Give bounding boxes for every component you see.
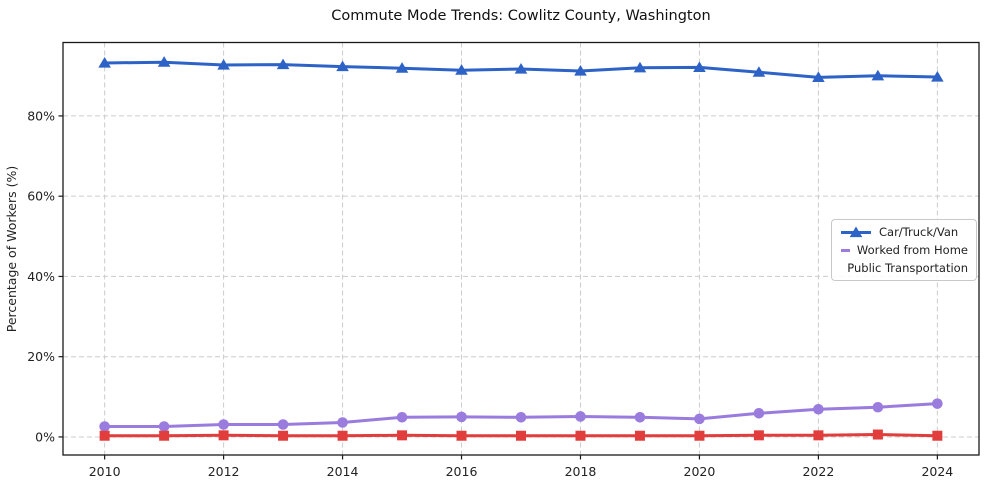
circle-marker xyxy=(515,411,527,423)
chart-title: Commute Mode Trends: Cowlitz County, Was… xyxy=(331,8,711,24)
circle-marker xyxy=(634,411,646,423)
legend-item-label: Worked from Home xyxy=(856,243,968,257)
square-marker xyxy=(932,430,943,441)
circle-legend-swatch-icon xyxy=(841,248,850,252)
legend-item-label: Car/Truck/Van xyxy=(879,225,959,239)
circle-marker xyxy=(813,403,824,415)
y-tick-label: 0% xyxy=(35,429,55,444)
triangle-marker xyxy=(455,64,468,75)
series-car-truck-van xyxy=(98,56,944,83)
square-marker xyxy=(872,429,883,440)
triangle-marker xyxy=(633,61,647,73)
triangle-marker xyxy=(336,60,349,72)
square-marker xyxy=(278,430,289,441)
circle-marker xyxy=(337,417,348,428)
circle-marker xyxy=(456,411,467,423)
triangle-marker xyxy=(871,69,885,81)
legend-item-label: Public Transportation xyxy=(847,261,968,275)
y-tick-label: 60% xyxy=(27,189,55,204)
triangle-legend-swatch-icon xyxy=(841,226,871,237)
square-marker xyxy=(694,430,705,441)
legend-item-car-truck-van: Car/Truck/Van xyxy=(840,224,968,241)
x-tick-label: 2020 xyxy=(684,464,716,479)
circle-marker xyxy=(694,413,705,425)
triangle-marker xyxy=(395,62,409,73)
series-worked-from-home xyxy=(99,398,943,432)
legend-item-worked-from-home: Worked from Home xyxy=(840,242,968,259)
circle-marker xyxy=(872,401,884,413)
x-tick-label: 2012 xyxy=(208,464,240,479)
circle-marker xyxy=(277,419,289,430)
x-tick-label: 2010 xyxy=(89,464,121,479)
circle-marker xyxy=(932,398,943,409)
triangle-marker xyxy=(574,64,587,76)
square-marker xyxy=(516,430,526,441)
square-marker xyxy=(218,430,229,441)
y-tick-label: 20% xyxy=(27,349,55,364)
axis-ticks: 0% 20% 40% 60% 80% 2010 2012 2014 2016 2018 2020 20… xyxy=(27,108,953,479)
plot-border xyxy=(62,41,980,456)
triangle-marker xyxy=(812,71,825,83)
square-marker xyxy=(397,430,408,441)
square-marker xyxy=(813,430,824,441)
circle-marker xyxy=(99,421,110,432)
triangle-marker xyxy=(849,226,863,237)
square-marker xyxy=(159,430,170,441)
y-tick-label: 80% xyxy=(27,108,55,123)
x-tick-label: 2024 xyxy=(921,464,953,479)
legend-item-public-transportation: Public Transportation xyxy=(840,260,968,277)
series-public-transportation xyxy=(99,429,943,441)
triangle-marker xyxy=(514,62,528,74)
x-tick-label: 2018 xyxy=(565,464,597,479)
triangle-marker xyxy=(693,61,706,72)
triangle-marker xyxy=(98,56,111,68)
square-marker xyxy=(753,430,764,441)
x-tick-label: 2014 xyxy=(327,464,359,479)
triangle-marker xyxy=(276,58,290,70)
x-tick-label: 2022 xyxy=(802,464,834,479)
circle-marker xyxy=(158,421,170,432)
legend: Car/Truck/Van Worked from Home Public Tran… xyxy=(831,219,977,281)
square-marker xyxy=(99,430,110,441)
circle-marker xyxy=(575,411,586,422)
triangle-marker xyxy=(157,56,171,67)
triangle-marker xyxy=(752,66,766,77)
triangle-marker xyxy=(931,71,944,82)
triangle-marker xyxy=(217,58,230,70)
circle-marker xyxy=(218,419,229,430)
square-marker xyxy=(337,430,348,441)
y-tick-label: 40% xyxy=(27,269,55,284)
square-marker xyxy=(634,430,645,441)
square-marker xyxy=(575,430,586,441)
square-marker xyxy=(456,430,467,441)
circle-marker xyxy=(753,407,765,419)
circle-marker xyxy=(396,411,408,423)
x-tick-label: 2016 xyxy=(446,464,478,479)
